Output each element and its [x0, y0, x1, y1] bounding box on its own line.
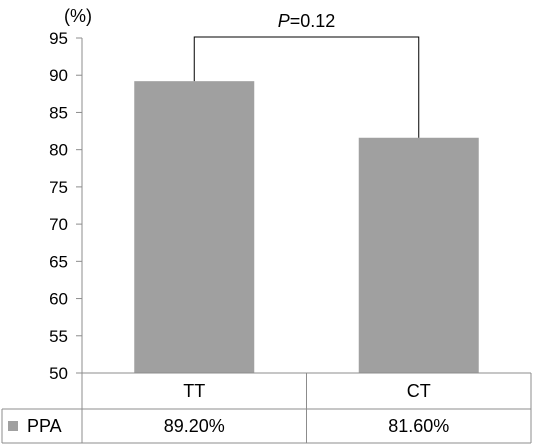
- y-tick-label: 85: [49, 103, 68, 122]
- x-category-label: TT: [183, 381, 205, 401]
- y-tick-label: 80: [49, 141, 68, 160]
- bar-tt: [134, 81, 255, 373]
- data-value-label: 89.20%: [164, 416, 225, 436]
- y-axis: 50 55 60 65 70 75 80 85 90 95: [49, 29, 83, 383]
- y-tick-label: 70: [49, 215, 68, 234]
- y-tick-label: 50: [49, 364, 68, 383]
- significance-bracket: [193, 36, 420, 138]
- legend-swatch: [8, 421, 18, 431]
- data-table: TT CT PPA 89.20% 81.60%: [1, 372, 532, 444]
- y-tick-label: 90: [49, 66, 68, 85]
- p-value-label: P=0.12: [278, 11, 336, 31]
- bar-ct: [358, 137, 479, 373]
- significance-annotation: P=0.12: [193, 11, 420, 138]
- y-tick-label: 65: [49, 252, 68, 271]
- y-tick-label: 55: [49, 327, 68, 346]
- p-value: =0.12: [290, 11, 336, 31]
- y-tick-label: 75: [49, 178, 68, 197]
- legend-label: PPA: [27, 416, 62, 436]
- y-unit-label: (%): [64, 6, 92, 26]
- y-tick-label: 60: [49, 290, 68, 309]
- x-category-label: CT: [407, 381, 431, 401]
- data-value-label: 81.60%: [388, 416, 449, 436]
- y-tick-label: 95: [49, 29, 68, 48]
- bars-group: [134, 81, 479, 373]
- p-symbol: P: [278, 11, 290, 31]
